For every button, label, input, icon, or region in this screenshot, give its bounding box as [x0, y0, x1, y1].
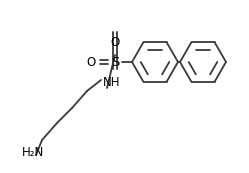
- Text: O: O: [110, 37, 120, 49]
- Text: O: O: [86, 56, 96, 69]
- Text: NH: NH: [103, 75, 121, 89]
- Text: H₂N: H₂N: [22, 147, 44, 160]
- Text: S: S: [111, 56, 119, 69]
